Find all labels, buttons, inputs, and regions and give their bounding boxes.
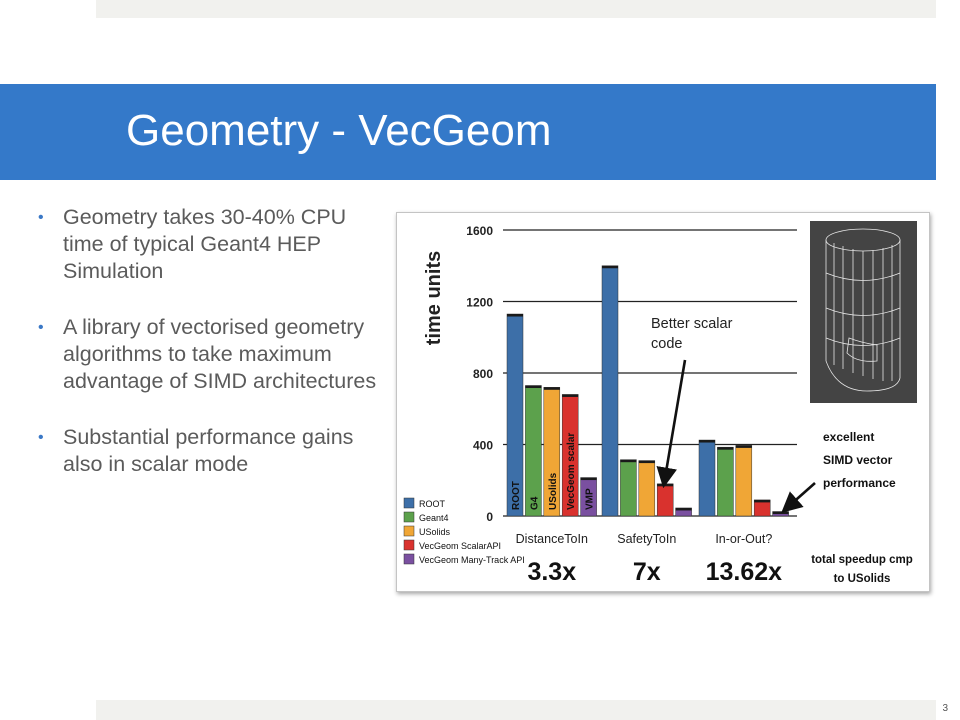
legend-label: VecGeom ScalarAPI [419,541,501,551]
legend-label: VecGeom Many-Track API [419,555,525,565]
slide-number: 3 [942,703,948,714]
bar [698,439,716,517]
bar-label: VecGeom scalar [566,433,577,510]
bar-cap [562,394,579,397]
speedup-label: 13.62x [706,558,783,586]
bullet-item: • Substantial performance gains also in s… [36,424,386,478]
speedup-label: 3.3x [527,558,576,586]
annotation-arrow [781,482,816,513]
slide-title: Geometry - VecGeom [126,106,552,155]
bar-cap [657,483,674,487]
annotation-text: code [651,336,682,352]
cylinder-illustration [810,221,917,403]
bar-label: G4 [529,496,540,510]
bullet-text: Geometry takes 30-40% CPU time of typica… [63,205,347,283]
speedup-caption: to USolids [834,573,891,585]
bullet-dot-icon: • [38,319,44,336]
y-tick-label: 0 [486,510,493,524]
legend-swatch [403,525,415,537]
bar-cap [580,477,597,481]
annotation-text: Better scalar [651,316,733,332]
bottom-decor-bar [96,700,936,720]
annotation-text: performance [823,476,896,490]
bar [543,387,561,517]
bar-cap [525,385,542,389]
bar-cap [507,314,523,317]
bullet-text: A library of vectorised geometry algorit… [63,315,377,393]
bar [525,385,542,517]
bar-cap [638,460,655,464]
bullet-text: Substantial performance gains also in sc… [63,425,354,476]
speedup-label: 7x [633,558,661,586]
legend-swatch [403,497,415,509]
legend-swatch [403,511,415,523]
bar-cap [699,440,715,443]
bar-cap [717,447,734,450]
bar [620,459,637,517]
annotation-text: excellent [823,430,874,444]
y-tick-label: 800 [473,367,493,381]
bar-label: USolids [548,472,559,510]
x-tick-label: DistanceToIn [516,532,588,546]
bullet-dot-icon: • [38,429,44,446]
bar [601,265,619,517]
top-decor-bar [96,0,936,18]
bar-label: ROOT [511,481,522,510]
legend-swatch [403,553,415,565]
legend-swatch [403,539,415,551]
legend-label: ROOT [419,499,446,509]
bar [656,483,674,517]
bar-cap [602,265,618,269]
legend-label: USolids [419,527,451,537]
y-tick-label: 400 [473,439,493,453]
speedup-caption: total speedup cmp [811,554,913,566]
bar-cap [675,507,692,511]
chart-frame: 0 400 800 1200 1600 time units DistanceToIn 3.3… [396,212,930,592]
annotation-arrow [656,359,687,489]
bar-cap [620,459,637,463]
bar [638,460,656,517]
x-tick-label: SafetyToIn [617,532,676,546]
bar-cap [772,511,789,515]
title-band [0,84,936,180]
bar-cap [543,387,560,390]
annotation-text: SIMD vector [823,453,893,467]
bar-chart: 0 400 800 1200 1600 time units DistanceToIn 3.3… [403,221,917,586]
bar [717,446,734,517]
y-axis-label: time units [423,251,445,345]
bar-cap [735,445,752,448]
bullet-list: • Geometry takes 30-40% CPU time of typic… [36,204,386,507]
x-tick-label: In-or-Out? [715,532,772,546]
bullet-dot-icon: • [38,209,44,226]
y-tick-label: 1600 [466,224,493,238]
bullet-item: • Geometry takes 30-40% CPU time of typic… [36,204,386,285]
bar-cap [754,499,771,503]
bullet-item: • A library of vectorised geometry algori… [36,314,386,395]
bar-label: VMP [585,488,596,510]
y-tick-label: 1200 [466,296,493,310]
legend-label: Geant4 [419,513,449,523]
bar [735,445,753,517]
